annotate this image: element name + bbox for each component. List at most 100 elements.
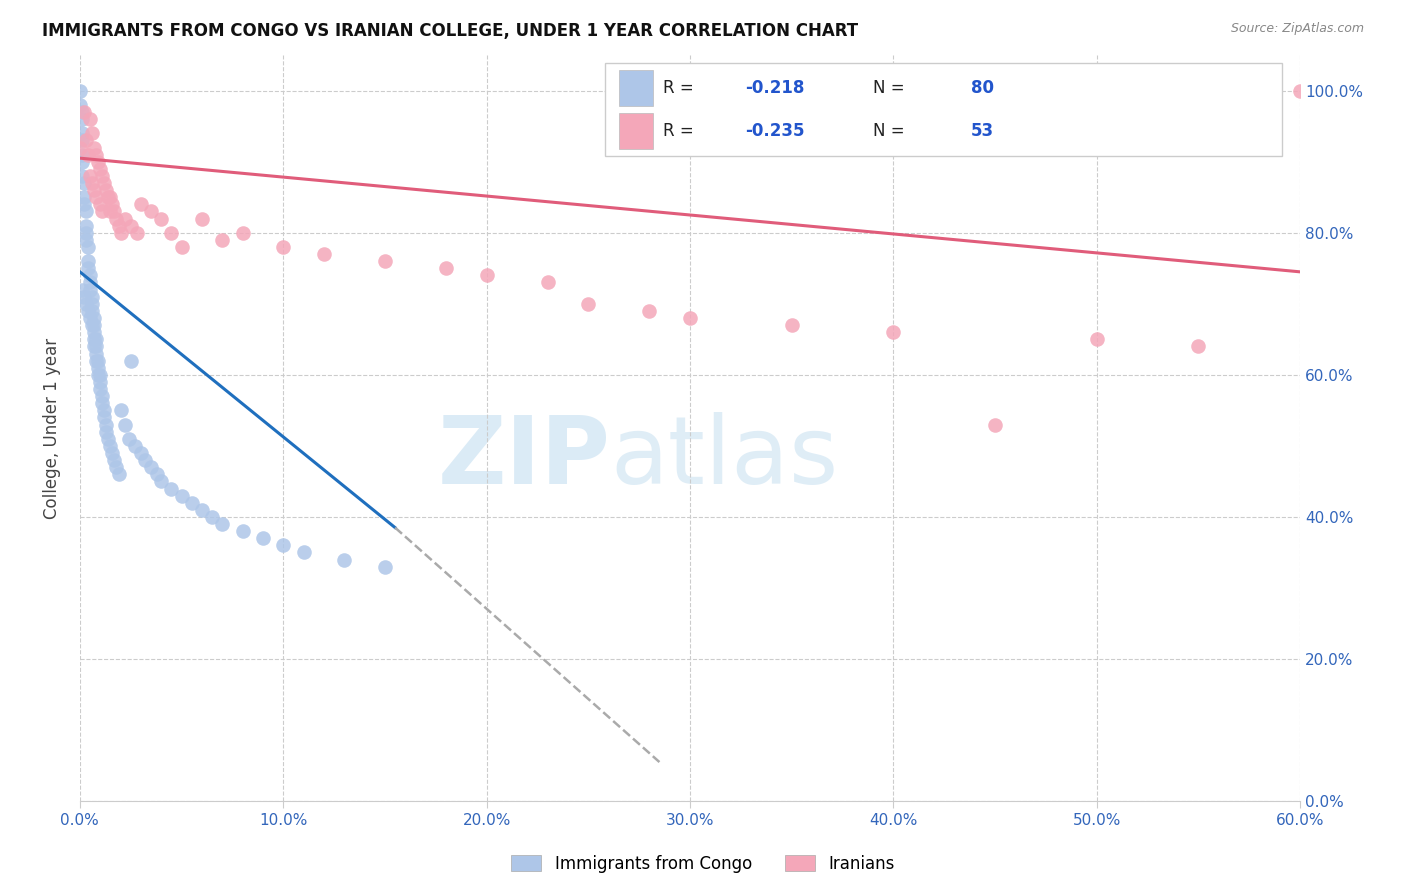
Point — [91, 169, 114, 183]
Point — [75, 233, 97, 247]
Point — [75, 297, 97, 311]
Point — [73, 190, 96, 204]
Text: N =: N = — [873, 121, 910, 140]
Point — [70, 112, 93, 127]
Point — [96, 417, 118, 432]
Point — [83, 140, 105, 154]
FancyBboxPatch shape — [619, 70, 654, 105]
Point — [75, 204, 97, 219]
Y-axis label: College, Under 1 year: College, Under 1 year — [44, 337, 60, 519]
Point — [70, 147, 93, 161]
Point — [96, 425, 118, 439]
Point — [80, 176, 103, 190]
Point — [1085, 332, 1108, 346]
Point — [150, 475, 173, 489]
Point — [79, 268, 101, 283]
Point — [100, 190, 122, 204]
Text: R =: R = — [664, 121, 699, 140]
Point — [105, 211, 128, 226]
Point — [75, 219, 97, 233]
Point — [89, 382, 111, 396]
Text: 80: 80 — [970, 78, 994, 96]
Point — [101, 446, 124, 460]
Point — [83, 311, 105, 326]
Point — [434, 261, 457, 276]
Point — [77, 254, 100, 268]
Point — [84, 346, 107, 360]
Point — [100, 439, 122, 453]
FancyBboxPatch shape — [619, 112, 654, 149]
Point — [79, 112, 101, 127]
Point — [87, 368, 110, 382]
Point — [1289, 84, 1312, 98]
Point — [97, 432, 120, 446]
Point — [333, 552, 356, 566]
Point — [83, 332, 105, 346]
Point — [80, 297, 103, 311]
Point — [475, 268, 498, 283]
Point — [271, 240, 294, 254]
Point — [75, 226, 97, 240]
Point — [84, 353, 107, 368]
Point — [79, 311, 101, 326]
Point — [80, 318, 103, 332]
Point — [84, 190, 107, 204]
Point — [292, 545, 315, 559]
Point — [232, 524, 254, 538]
Point — [201, 510, 224, 524]
Point — [232, 226, 254, 240]
Point — [83, 183, 105, 197]
Point — [110, 226, 132, 240]
Point — [93, 176, 115, 190]
Point — [75, 133, 97, 147]
Point — [118, 432, 141, 446]
Point — [91, 389, 114, 403]
Point — [114, 211, 136, 226]
Point — [191, 211, 214, 226]
Point — [1187, 339, 1209, 353]
Point — [105, 460, 128, 475]
Text: -0.235: -0.235 — [745, 121, 804, 140]
Point — [70, 283, 93, 297]
Point — [89, 368, 111, 382]
Legend: Immigrants from Congo, Iranians: Immigrants from Congo, Iranians — [505, 848, 901, 880]
Point — [83, 325, 105, 339]
Point — [107, 467, 129, 482]
Point — [124, 439, 146, 453]
Text: ZIP: ZIP — [437, 412, 610, 504]
Point — [129, 197, 152, 211]
Point — [80, 126, 103, 140]
Point — [882, 325, 904, 339]
Point — [73, 176, 96, 190]
Point — [69, 140, 91, 154]
Point — [70, 126, 93, 140]
Point — [83, 318, 105, 332]
Point — [536, 276, 558, 290]
Point — [79, 169, 101, 183]
Point — [100, 204, 122, 219]
Point — [91, 204, 114, 219]
Point — [211, 233, 233, 247]
Text: atlas: atlas — [610, 412, 839, 504]
Point — [160, 482, 183, 496]
Point — [134, 453, 156, 467]
Point — [73, 197, 96, 211]
Point — [180, 496, 202, 510]
Point — [69, 98, 91, 112]
Point — [129, 446, 152, 460]
Point — [139, 204, 162, 219]
Point — [107, 219, 129, 233]
Point — [139, 460, 162, 475]
Point — [103, 453, 125, 467]
Point — [70, 169, 93, 183]
Point — [252, 531, 274, 545]
Point — [91, 396, 114, 410]
Point — [80, 304, 103, 318]
Point — [89, 375, 111, 389]
Text: N =: N = — [873, 78, 910, 96]
Point — [77, 261, 100, 276]
Point — [103, 204, 125, 219]
Point — [87, 353, 110, 368]
Text: 53: 53 — [970, 121, 994, 140]
Point — [96, 183, 118, 197]
